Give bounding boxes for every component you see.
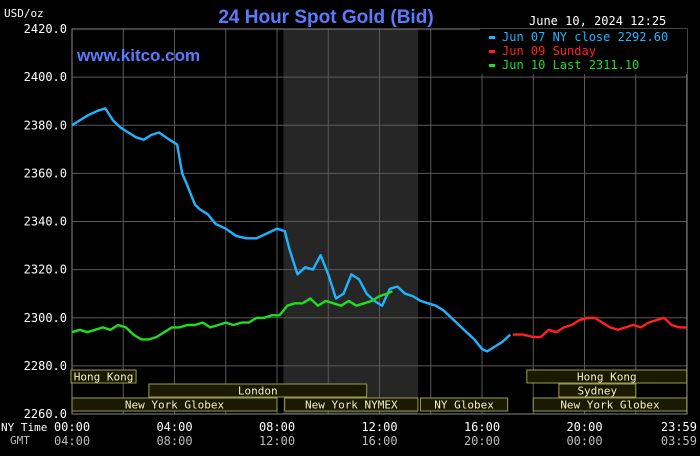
session-box (558, 383, 637, 398)
y-tick-label: 2360.0 (24, 166, 67, 180)
x-tick-label-gmt: 08:00 (156, 434, 192, 448)
session-box (284, 397, 419, 412)
legend-swatch-jun07 (489, 36, 495, 39)
session-box (148, 383, 368, 398)
session-label: Hong Kong (74, 371, 134, 384)
y-tick-label: 2340.0 (24, 215, 67, 229)
y-axis-ticks: 2420.0 2400.0 2380.0 2360.0 2340.0 2320.0 2300… (24, 22, 67, 421)
session-label: NY Globex (434, 399, 494, 412)
ny-time-label: NY Time (1, 421, 47, 434)
y-tick-label: 2420.0 (24, 22, 67, 36)
x-tick-label-ny: 08:00 (259, 420, 295, 434)
x-tick-label-gmt: 03:59 (661, 434, 697, 448)
watermark-url: www.kitco.com (76, 46, 200, 65)
timestamp: June 10, 2024 12:25 (529, 14, 666, 28)
legend: Jun 07 NY close 2292.60 Jun 09 Sunday Ju… (480, 29, 687, 74)
x-tick-label-ny: 20:00 (566, 420, 602, 434)
session-box (532, 397, 688, 412)
series-line-1 (512, 316, 687, 339)
session-box (70, 369, 137, 384)
session-label: New York NYMEX (305, 399, 398, 412)
series-line-0 (71, 107, 512, 353)
session-box (526, 369, 688, 384)
y-tick-label: 2300.0 (24, 311, 67, 325)
legend-swatch-jun09 (489, 50, 495, 53)
y-tick-label: 2280.0 (24, 359, 67, 373)
session-label: Sydney (577, 385, 617, 398)
session-label: New York Globex (560, 399, 660, 412)
session-box (71, 397, 278, 412)
legend-label-jun10: Jun 10 Last 2311.10 (502, 58, 639, 72)
y-tick-label: 2400.0 (24, 70, 67, 84)
series-line-2 (71, 290, 393, 341)
x-tick-label-gmt: 20:00 (464, 434, 500, 448)
y-tick-label: 2380.0 (24, 118, 67, 132)
units-label: USD/oz (4, 7, 44, 20)
legend-label-jun07: Jun 07 NY close 2292.60 (502, 30, 668, 44)
x-tick-label-ny: 12:00 (361, 420, 397, 434)
legend-swatch-jun10 (489, 64, 495, 67)
legend-label-jun09: Jun 09 Sunday (502, 44, 596, 58)
legend-box (480, 29, 687, 74)
y-tick-label: 2320.0 (24, 263, 67, 277)
x-tick-label-gmt: 12:00 (259, 434, 295, 448)
series-lines (71, 107, 687, 353)
chart-title: 24 Hour Spot Gold (Bid) (218, 7, 433, 28)
session-label: Hong Kong (577, 371, 637, 384)
x-tick-label-gmt: 16:00 (361, 434, 397, 448)
x-tick-label-ny: 00:00 (54, 420, 90, 434)
x-tick-label-gmt: 04:00 (54, 434, 90, 448)
x-tick-label-ny: 23:59 (661, 420, 697, 434)
plot-frame (71, 28, 688, 415)
gmt-label: GMT (10, 434, 30, 447)
grid-lines (71, 28, 688, 415)
x-tick-label-ny: 04:00 (156, 420, 192, 434)
session-label: London (238, 385, 278, 398)
x-tick-label-gmt: 00:00 (566, 434, 602, 448)
x-axis-ticks: 00:0004:0004:0008:0008:0012:0012:0016:00… (54, 420, 697, 448)
session-box (420, 397, 509, 412)
y-tick-label: 2260.0 (24, 407, 67, 421)
session-label: New York Globex (125, 399, 225, 412)
x-tick-label-ny: 16:00 (464, 420, 500, 434)
